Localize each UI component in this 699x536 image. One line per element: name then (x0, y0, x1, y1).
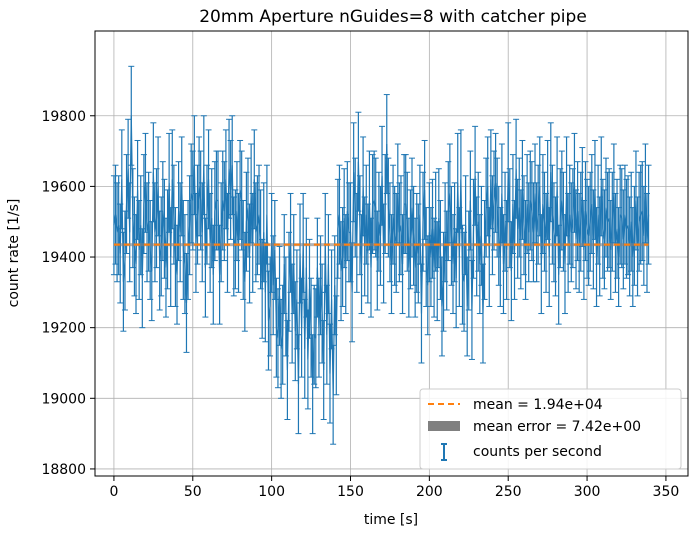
y-tick-label: 18800 (41, 462, 86, 478)
y-axis-ticks: 18800 19000 19200 19400 19600 19800 (41, 109, 95, 478)
chart-title: 20mm Aperture nGuides=8 with catcher pip… (199, 7, 587, 27)
series-line (113, 115, 650, 395)
plot-area (110, 65, 652, 445)
y-tick-label: 19800 (41, 109, 86, 125)
x-tick-label: 250 (495, 484, 522, 500)
y-axis-label: count rate [1/s] (6, 199, 22, 308)
x-tick-label: 300 (574, 484, 601, 500)
legend-mean-label: mean = 1.94e+04 (473, 397, 603, 413)
x-tick-label: 50 (184, 484, 202, 500)
x-tick-label: 0 (109, 484, 118, 500)
y-tick-label: 19200 (41, 321, 86, 337)
x-tick-label: 350 (653, 484, 680, 500)
axes-frame (94, 30, 689, 477)
legend-mean-error-swatch (428, 421, 460, 431)
y-tick-label: 19400 (41, 250, 86, 266)
x-tick-label: 150 (337, 484, 364, 500)
legend-mean-error-label: mean error = 7.42e+00 (473, 419, 641, 435)
x-axis-ticks: 0 50 100 150 200 250 300 350 (109, 476, 679, 500)
legend-box (419, 388, 682, 470)
x-tick-label: 100 (258, 484, 285, 500)
y-tick-label: 19600 (41, 179, 86, 195)
y-tick-label: 19000 (41, 391, 86, 407)
mean-error-band (113, 243, 649, 247)
legend-series-label: counts per second (473, 444, 602, 460)
error-bars (110, 65, 652, 445)
x-tick-label: 200 (416, 484, 443, 500)
legend: mean = 1.94e+04 mean error = 7.42e+00 co… (419, 388, 682, 470)
x-axis-label: time [s] (364, 512, 418, 528)
legend-series-swatch (441, 443, 447, 461)
